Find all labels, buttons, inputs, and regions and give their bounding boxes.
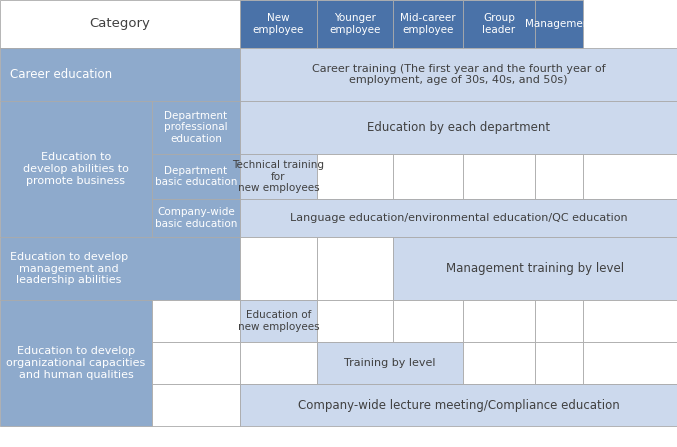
Text: Language education/environmental education/QC education: Language education/environmental educati… [290, 213, 628, 223]
Bar [240, 237, 317, 300]
Text: Category: Category [89, 17, 150, 30]
Bar [152, 342, 240, 384]
Bar [152, 154, 240, 199]
Bar [393, 0, 463, 48]
Bar [0, 48, 240, 101]
Text: Company-wide lecture meeting/Compliance education: Company-wide lecture meeting/Compliance … [298, 398, 619, 412]
Text: Management: Management [525, 19, 593, 29]
Bar [152, 384, 240, 426]
Text: Mid-career
employee: Mid-career employee [400, 13, 456, 35]
Text: Education of
new employees: Education of new employees [238, 310, 320, 332]
Text: Education to
develop abilities to
promote business: Education to develop abilities to promot… [23, 152, 129, 186]
Text: Career training (The first year and the fourth year of
employment, age of 30s, 4: Career training (The first year and the … [311, 64, 605, 85]
Text: Career education: Career education [10, 68, 112, 81]
Bar [0, 300, 152, 426]
Bar [463, 0, 535, 48]
Bar [583, 342, 677, 384]
Bar [317, 300, 393, 342]
Bar [240, 101, 677, 154]
Bar [535, 342, 583, 384]
Bar [240, 300, 317, 342]
Text: Technical training
for
new employees: Technical training for new employees [232, 160, 324, 193]
Bar [317, 0, 393, 48]
Text: Education to develop
management and
leadership abilities: Education to develop management and lead… [10, 252, 128, 285]
Bar [463, 300, 535, 342]
Bar [0, 0, 240, 48]
Text: Department
professional
education: Department professional education [165, 111, 228, 144]
Bar [317, 154, 393, 199]
Bar [240, 48, 677, 101]
Text: New
employee: New employee [253, 13, 304, 35]
Bar [240, 199, 677, 237]
Bar [535, 0, 583, 48]
Bar [0, 101, 152, 237]
Text: Education to develop
organizational capacities
and human qualities: Education to develop organizational capa… [6, 346, 146, 380]
Bar [463, 342, 535, 384]
Text: Group
leader: Group leader [483, 13, 516, 35]
Bar [393, 237, 677, 300]
Bar [152, 199, 240, 237]
Text: Management training by level: Management training by level [446, 262, 624, 275]
Text: Department
basic education: Department basic education [155, 166, 237, 187]
Bar [240, 384, 677, 426]
Bar [535, 300, 583, 342]
Bar [240, 342, 317, 384]
Bar [317, 237, 393, 300]
Text: Education by each department: Education by each department [367, 121, 550, 134]
Bar [240, 154, 317, 199]
Bar [583, 300, 677, 342]
Text: Younger
employee: Younger employee [329, 13, 380, 35]
Bar [393, 300, 463, 342]
Bar [463, 154, 535, 199]
Bar [0, 237, 240, 300]
Bar [152, 300, 240, 342]
Bar [535, 154, 583, 199]
Bar [152, 101, 240, 154]
Bar [240, 0, 317, 48]
Bar [317, 342, 463, 384]
Text: Training by level: Training by level [344, 358, 436, 368]
Bar [393, 154, 463, 199]
Text: Company-wide
basic education: Company-wide basic education [155, 207, 237, 229]
Bar [583, 154, 677, 199]
